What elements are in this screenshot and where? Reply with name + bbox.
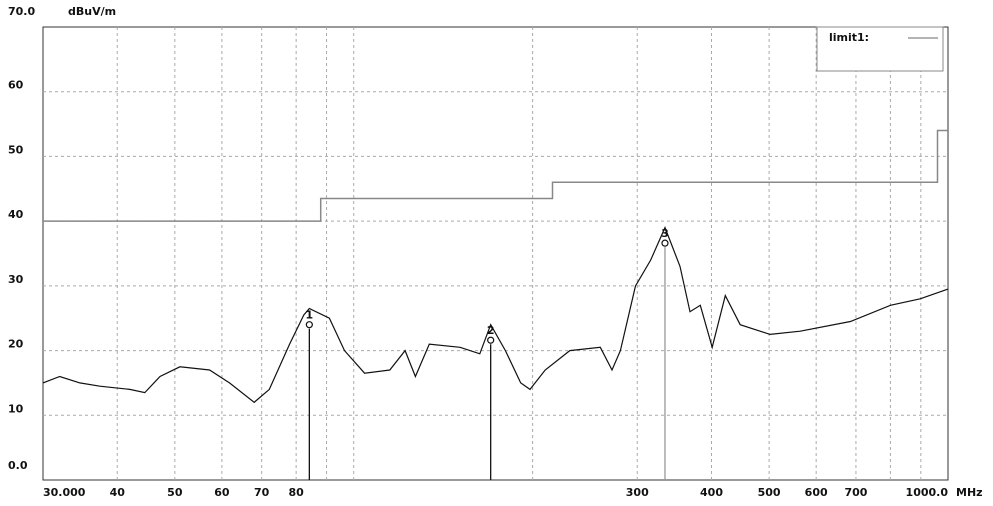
plot-frame [42,26,949,481]
marker-point [661,239,669,247]
y-tick-label: 70.0 [8,5,35,18]
x-tick-label: 1000.0 [906,486,949,499]
y-tick-label: 20 [8,338,24,351]
series-line [42,226,949,404]
y-tick-label: 0.0 [8,459,28,472]
y-tick-label: 60 [8,79,24,92]
x-tick-label: 600 [805,486,828,499]
x-tick-label: 700 [844,486,867,499]
y-tick-label: 50 [8,143,24,156]
x-tick-label: 80 [288,486,304,499]
y-unit: dBuV/m [68,5,116,18]
x-tick-label: 300 [626,486,649,499]
x-tick-label: 50 [167,486,183,499]
x-tick-label: 400 [700,486,723,499]
series-line [43,129,948,222]
marker-label: 3 [661,227,669,240]
legend-box [816,26,944,72]
y-tick-label: 30 [8,273,24,286]
x-tick-label: 40 [110,486,126,499]
marker-label: 1 [306,309,314,322]
x-tick-label: 70 [254,486,270,499]
marker-point [487,336,495,344]
legend-label: limit1: [829,31,869,44]
x-tick-label: 60 [214,486,230,499]
y-tick-label: 10 [8,402,24,415]
x-tick-label: 500 [758,486,781,499]
marker-point [305,321,313,329]
marker-label: 2 [487,324,495,337]
x-unit: MHz [956,486,983,499]
x-tick-label: 30.000 [43,486,86,499]
y-tick-label: 40 [8,208,24,221]
